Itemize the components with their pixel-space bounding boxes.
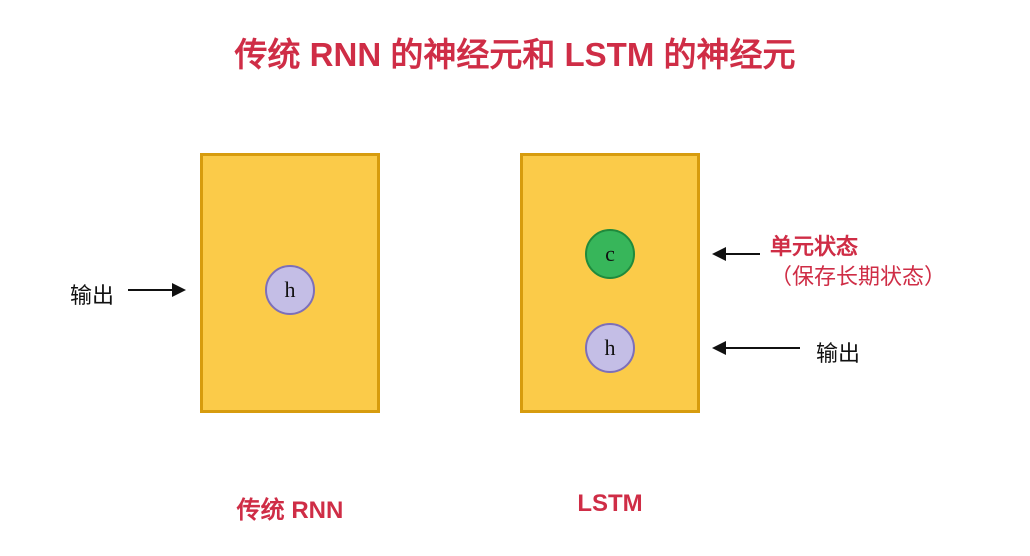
lstm-c-node: c	[585, 229, 635, 279]
lstm-c-arrow-line	[724, 253, 760, 255]
lstm-box	[520, 153, 700, 413]
lstm-h-node: h	[585, 323, 635, 373]
rnn-arrow-line	[128, 289, 174, 291]
rnn-h-node: h	[265, 265, 315, 315]
rnn-output-label: 输出	[70, 278, 114, 310]
lstm-c-arrow-head	[712, 247, 726, 261]
rnn-caption: 传统 RNN	[200, 490, 380, 525]
lstm-cell-state-line2: （保存长期状态）	[770, 262, 946, 292]
lstm-output-label: 输出	[816, 336, 860, 368]
lstm-cell-state-line1: 单元状态	[770, 232, 946, 262]
lstm-h-letter: h	[605, 335, 616, 361]
lstm-h-arrow-head	[712, 341, 726, 355]
lstm-cell-state-label: 单元状态 （保存长期状态）	[770, 232, 946, 291]
rnn-arrow-head	[172, 283, 186, 297]
rnn-h-letter: h	[285, 277, 296, 303]
lstm-h-arrow-line	[724, 347, 800, 349]
diagram-title: 传统 RNN 的神经元和 LSTM 的神经元	[0, 28, 1030, 76]
lstm-c-letter: c	[605, 241, 615, 267]
lstm-caption: LSTM	[520, 490, 700, 518]
